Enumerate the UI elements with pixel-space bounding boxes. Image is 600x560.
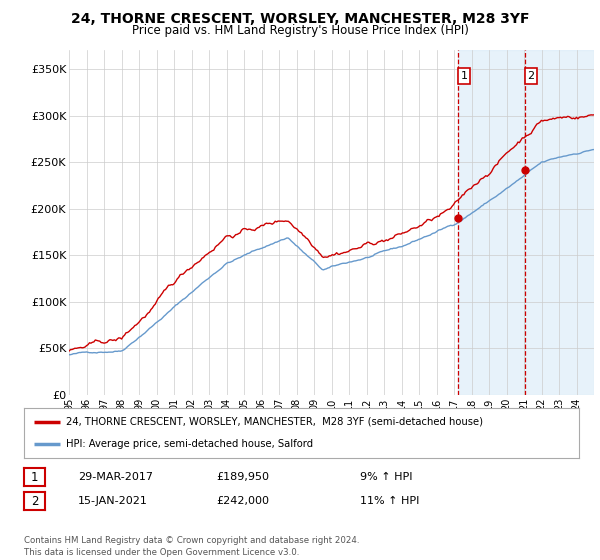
Text: 15-JAN-2021: 15-JAN-2021 [78,496,148,506]
Text: £242,000: £242,000 [216,496,269,506]
Text: 1: 1 [461,71,467,81]
Text: 1: 1 [31,470,38,484]
Text: 2: 2 [31,494,38,508]
Text: HPI: Average price, semi-detached house, Salford: HPI: Average price, semi-detached house,… [65,439,313,449]
Text: Price paid vs. HM Land Registry's House Price Index (HPI): Price paid vs. HM Land Registry's House … [131,24,469,37]
Text: 2: 2 [527,71,535,81]
Text: 29-MAR-2017: 29-MAR-2017 [78,472,153,482]
Bar [458,50,594,395]
Text: 9% ↑ HPI: 9% ↑ HPI [360,472,413,482]
Text: £189,950: £189,950 [216,472,269,482]
Text: 11% ↑ HPI: 11% ↑ HPI [360,496,419,506]
Text: Contains HM Land Registry data © Crown copyright and database right 2024.
This d: Contains HM Land Registry data © Crown c… [24,536,359,557]
Text: 24, THORNE CRESCENT, WORSLEY, MANCHESTER, M28 3YF: 24, THORNE CRESCENT, WORSLEY, MANCHESTER… [71,12,529,26]
Text: 24, THORNE CRESCENT, WORSLEY, MANCHESTER,  M28 3YF (semi-detached house): 24, THORNE CRESCENT, WORSLEY, MANCHESTER… [65,417,482,427]
